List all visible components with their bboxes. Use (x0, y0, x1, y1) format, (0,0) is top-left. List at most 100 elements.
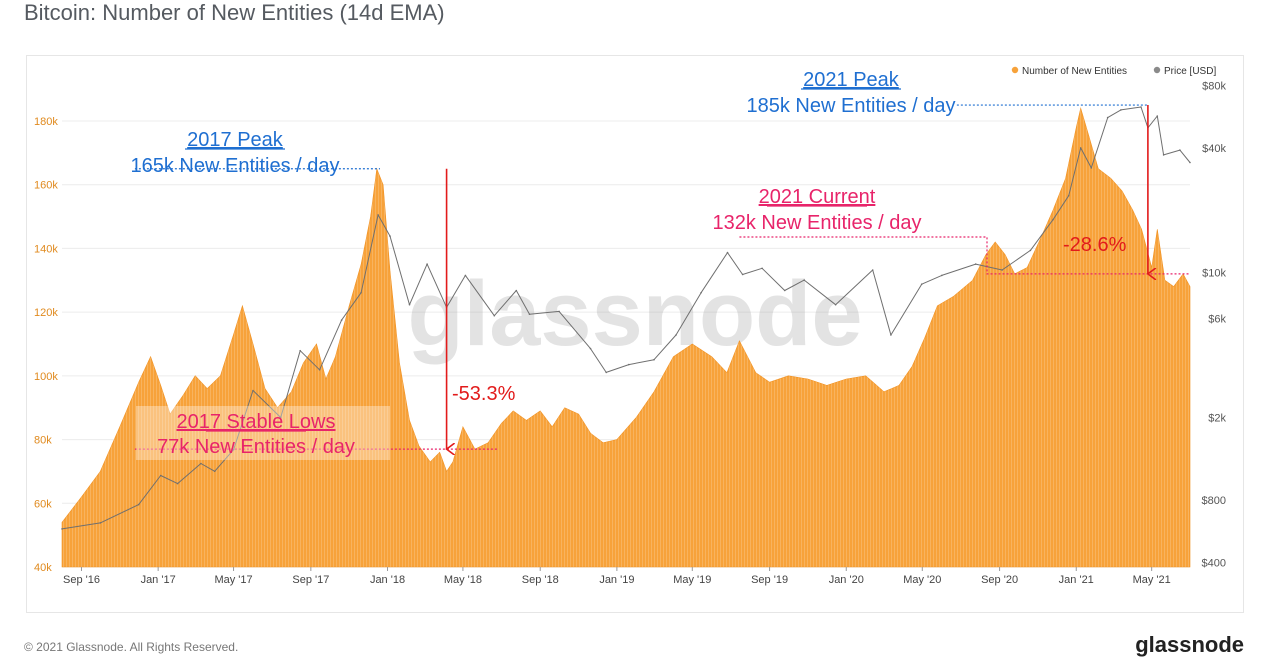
entities-point (232, 333, 234, 335)
entities-point (369, 215, 371, 217)
watermark: glassnode (407, 263, 862, 365)
price-point (589, 347, 592, 350)
price-point (279, 416, 282, 419)
x-tick-label: Sep '18 (522, 574, 559, 586)
entities-point (898, 384, 900, 386)
price-point (803, 279, 805, 281)
entities-bars-texture (62, 108, 1190, 567)
entities-point (315, 343, 317, 345)
legend[interactable]: Number of New Entities Price [USD] (1011, 66, 1217, 77)
price-point (99, 522, 102, 524)
chart-frame (26, 55, 1244, 613)
y-right-tick-label: $6k (1208, 314, 1226, 326)
entities-point (711, 356, 713, 358)
price-point (464, 274, 467, 277)
price-point (318, 369, 321, 371)
entities-point (348, 305, 350, 307)
entities-point (589, 432, 591, 434)
entities-point (539, 410, 541, 412)
entities-point (1164, 279, 1166, 281)
annotation-subtitle-lows2017: 77k New Entities / day (157, 436, 355, 458)
entities-point (755, 372, 757, 374)
entities-point (325, 378, 327, 380)
entities-point (672, 356, 674, 358)
annotation-subtitle-peak2017: 165k New Entities / day (131, 155, 340, 177)
entities-point (429, 461, 431, 463)
y-left-tick-label: 180k (34, 116, 58, 128)
entities-point (1026, 266, 1028, 268)
x-tick-label: May '21 (1133, 574, 1171, 586)
entities-point (551, 426, 553, 428)
entities-point (936, 305, 938, 307)
y-right-tick-label: $400 (1202, 557, 1226, 569)
price-point (515, 289, 518, 292)
legend-label: Number of New Entities (1022, 66, 1127, 77)
entities-point (826, 384, 828, 386)
entities-point (1110, 177, 1112, 179)
x-tick-label: Jan '18 (370, 574, 405, 586)
price-point (1067, 194, 1070, 197)
x-tick-label: May '17 (214, 574, 252, 586)
entities-point (119, 426, 121, 428)
price-point (974, 263, 977, 265)
y-right-tick-label: $2k (1208, 413, 1226, 425)
price-point (834, 303, 837, 306)
legend-label: Price [USD] (1164, 66, 1216, 77)
entities-point (564, 407, 566, 409)
entities-point (635, 416, 637, 418)
annotation-title-current2021: 2021 Current (759, 186, 876, 208)
entities-point (911, 365, 913, 367)
entities-point (865, 375, 867, 377)
price-point (871, 269, 874, 271)
entities-point (1064, 177, 1066, 179)
y-left-tick-label: 100k (34, 371, 58, 383)
entities-point (787, 375, 789, 377)
y-left-tick-label: 60k (34, 498, 52, 510)
entities-point (80, 496, 82, 498)
price-point (920, 283, 923, 286)
entities-point (883, 391, 885, 393)
price-point (700, 291, 702, 294)
price-point (653, 358, 655, 361)
price-point (628, 363, 630, 366)
price-point (176, 482, 179, 485)
reference-line-current2021 (739, 236, 1190, 275)
price-point (1140, 106, 1142, 108)
price-point (493, 314, 496, 317)
price-series (61, 106, 1191, 530)
price-point (783, 289, 786, 292)
entities-point (445, 470, 447, 472)
entities-point (1052, 209, 1054, 211)
y-right-tick-label: $80k (1202, 80, 1226, 92)
copyright-text: © 2021 Glassnode. All Rights Reserved. (24, 640, 239, 654)
annotation-drop2021: -28.6% (1063, 234, 1127, 256)
price-point (528, 313, 531, 316)
annotations-layer: 2017 Peak 165k New Entities / day 2021 Pea… (131, 69, 1190, 460)
y-right-tick-label: $40k (1202, 143, 1226, 155)
entities-point (241, 305, 243, 307)
entities-point (602, 442, 604, 444)
price-point (377, 214, 379, 216)
price-point (408, 303, 411, 306)
entities-point (525, 419, 527, 421)
price-point (1029, 249, 1032, 252)
label-box-lows2017 (136, 406, 390, 460)
price-point (213, 470, 216, 473)
y-left-tick-label: 160k (34, 180, 58, 192)
price-point (1052, 218, 1054, 221)
price-point (61, 528, 63, 530)
price-point (558, 310, 560, 313)
price-point (1120, 109, 1122, 111)
price-point (360, 291, 362, 294)
annotation-title-peak2017: 2017 Peak (187, 129, 284, 151)
annotation-title-peak2021: 2021 Peak (803, 69, 900, 91)
price-point (741, 273, 744, 276)
entities-point (653, 391, 655, 393)
entities-point (1004, 254, 1006, 256)
x-tick-label: Jan '21 (1059, 574, 1094, 586)
entities-point (382, 184, 384, 186)
entities-point (1151, 266, 1153, 268)
x-tick-label: Sep '16 (63, 574, 100, 586)
entities-point (1140, 228, 1142, 230)
entities-point (971, 279, 973, 281)
